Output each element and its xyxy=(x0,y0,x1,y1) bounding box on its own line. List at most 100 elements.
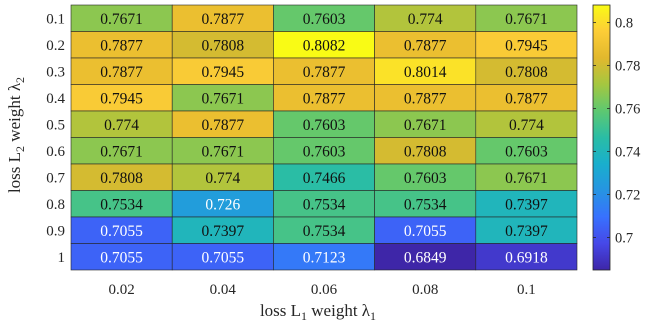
cell-value-label: 0.7534 xyxy=(303,196,346,213)
cell-value-label: 0.7945 xyxy=(100,90,143,107)
cell-value-label: 0.774 xyxy=(104,117,139,134)
cell-value-label: 0.7671 xyxy=(100,11,143,28)
heatmap-cell xyxy=(70,190,173,218)
cell-value-label: 0.7671 xyxy=(505,11,548,28)
cell-value-label: 0.7603 xyxy=(303,143,346,160)
y-tick-labels: 0.1 0.2 0.3 0.4 0.5 0.6 0.7 0.8 0.9 1 xyxy=(46,11,65,266)
cell-value-label: 0.774 xyxy=(205,170,240,187)
cell-value-label: 0.7671 xyxy=(201,143,244,160)
cell-value-label: 0.7877 xyxy=(505,90,548,107)
heatmap-cell xyxy=(374,243,477,271)
x-tick-label: 0.02 xyxy=(108,282,134,298)
x-tick-label: 0.1 xyxy=(517,282,536,298)
heatmap-cells: 0.7671 0.7877 0.7603 0.774 0.7671 0.7877 0.780… xyxy=(70,4,578,271)
y-axis-label: loss L2 weight λ2 xyxy=(5,77,27,193)
cell-value-label: 0.7945 xyxy=(505,37,548,54)
colorbar-tick-label: 0.76 xyxy=(615,102,640,118)
heatmap-cell xyxy=(171,110,274,138)
heatmap-cell xyxy=(70,243,173,271)
y-tick-label: 0.1 xyxy=(46,11,65,27)
heatmap-cell xyxy=(171,243,274,271)
cell-value-label: 0.7671 xyxy=(505,170,548,187)
cell-value-label: 0.7808 xyxy=(201,37,244,54)
cell-value-label: 0.774 xyxy=(509,117,544,134)
y-tick-label: 0.3 xyxy=(46,64,65,80)
cell-value-label: 0.7808 xyxy=(404,143,447,160)
heatmap-cell xyxy=(273,190,375,218)
y-tick-label: 0.4 xyxy=(46,91,65,107)
heatmap-cell xyxy=(171,84,274,112)
cell-value-label: 0.7534 xyxy=(404,196,447,213)
heatmap-cell xyxy=(475,190,578,218)
cell-value-label: 0.7877 xyxy=(404,90,447,107)
colorbar-tick-label: 0.72 xyxy=(615,188,640,204)
y-tick-label: 0.6 xyxy=(46,144,65,160)
cell-value-label: 0.7671 xyxy=(404,117,447,134)
heatmap-cell xyxy=(273,4,375,32)
cell-value-label: 0.7877 xyxy=(100,64,143,81)
colorbar-tick-label: 0.8 xyxy=(615,16,633,32)
cell-value-label: 0.7603 xyxy=(505,143,548,160)
cell-value-label: 0.7603 xyxy=(303,117,346,134)
cell-value-label: 0.8014 xyxy=(404,64,447,81)
heatmap-cell xyxy=(70,163,173,191)
y-tick-label: 0.9 xyxy=(46,223,65,239)
cell-value-label: 0.7055 xyxy=(404,223,447,240)
heatmap-cell xyxy=(475,163,578,191)
heatmap-cell xyxy=(374,137,477,165)
cell-value-label: 0.8082 xyxy=(303,37,346,54)
cell-value-label: 0.7671 xyxy=(100,143,143,160)
heatmap-cell xyxy=(475,110,578,138)
heatmap-cell xyxy=(475,57,578,85)
cell-value-label: 0.7397 xyxy=(505,196,548,213)
cell-value-label: 0.7055 xyxy=(201,249,244,266)
cell-value-label: 0.7534 xyxy=(303,223,346,240)
cell-value-label: 0.774 xyxy=(408,11,443,28)
x-tick-label: 0.06 xyxy=(311,282,338,298)
cell-value-label: 0.726 xyxy=(205,196,240,213)
heatmap-cell xyxy=(273,31,375,59)
x-tick-labels: 0.02 0.04 0.06 0.08 0.1 xyxy=(108,282,535,298)
heatmap-cell xyxy=(171,57,274,85)
cell-value-label: 0.7877 xyxy=(201,117,244,134)
colorbar xyxy=(592,4,611,271)
heatmap-cell xyxy=(70,31,173,59)
cell-value-label: 0.7671 xyxy=(201,90,244,107)
cell-value-label: 0.7055 xyxy=(100,223,143,240)
heatmap-cell xyxy=(171,216,274,244)
heatmap-cell xyxy=(273,84,375,112)
cell-value-label: 0.7534 xyxy=(100,196,143,213)
cell-value-label: 0.6918 xyxy=(505,249,548,266)
y-tick-label: 0.8 xyxy=(46,197,65,213)
cell-value-label: 0.7397 xyxy=(201,223,244,240)
cell-value-label: 0.7397 xyxy=(505,223,548,240)
heatmap-cell xyxy=(70,4,173,32)
x-tick-label: 0.04 xyxy=(210,282,237,298)
cell-value-label: 0.7877 xyxy=(303,64,346,81)
heatmap-cell xyxy=(70,110,173,138)
colorbar-tick-label: 0.7 xyxy=(615,231,633,247)
heatmap-cell xyxy=(475,243,578,271)
y-tick-label: 0.5 xyxy=(46,117,65,133)
cell-value-label: 0.6849 xyxy=(404,249,447,266)
heatmap-cell xyxy=(273,243,375,271)
heatmap-cell xyxy=(475,137,578,165)
heatmap-cell xyxy=(273,137,375,165)
y-tick-label: 1 xyxy=(58,250,66,266)
cell-value-label: 0.7877 xyxy=(404,37,447,54)
heatmap-cell xyxy=(374,190,477,218)
heatmap-cell xyxy=(70,84,173,112)
heatmap-cell xyxy=(475,216,578,244)
y-tick-label: 0.2 xyxy=(46,38,65,54)
cell-value-label: 0.7945 xyxy=(201,64,244,81)
cell-value-label: 0.7808 xyxy=(100,170,143,187)
heatmap-cell xyxy=(273,110,375,138)
heatmap-cell xyxy=(374,84,477,112)
x-tick-label: 0.08 xyxy=(412,282,438,298)
heatmap-cell xyxy=(475,84,578,112)
colorbar-tick-label: 0.78 xyxy=(615,59,640,75)
heatmap-cell xyxy=(475,31,578,59)
heatmap-cell xyxy=(171,4,274,32)
cell-value-label: 0.7603 xyxy=(404,170,447,187)
